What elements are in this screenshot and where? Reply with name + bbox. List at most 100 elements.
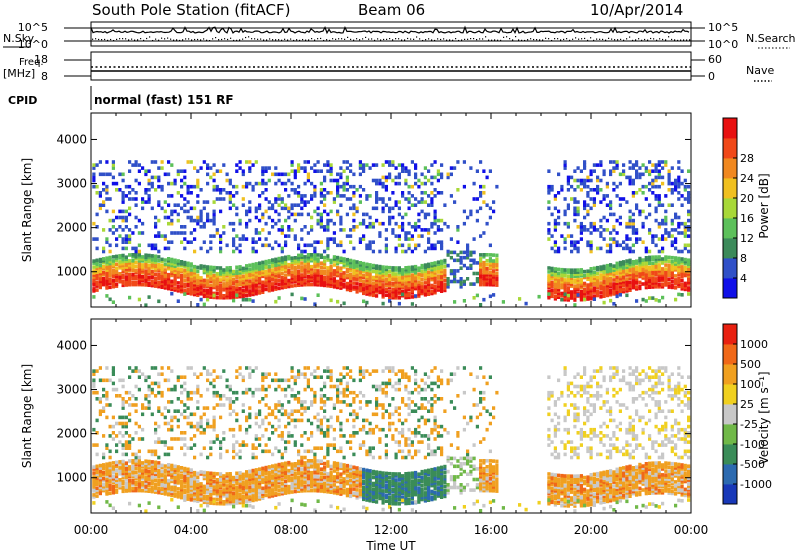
- data-cell: [355, 206, 359, 211]
- data-cell: [293, 265, 297, 270]
- data-cell: [586, 178, 590, 183]
- data-cell: [108, 277, 112, 282]
- data-cell: [323, 261, 327, 266]
- data-cell: [378, 178, 382, 183]
- data-cell: [628, 262, 632, 267]
- nsearch-point: [593, 39, 595, 41]
- data-cell: [381, 184, 385, 189]
- colorbar-swatch: [723, 258, 737, 279]
- data-cell: [180, 489, 184, 494]
- data-cell: [443, 260, 447, 265]
- data-cell: [219, 443, 223, 447]
- data-cell: [492, 279, 496, 283]
- data-cell: [462, 255, 466, 260]
- data-cell: [589, 292, 593, 297]
- data-cell: [605, 283, 609, 288]
- data-cell: [303, 271, 307, 275]
- data-cell: [124, 283, 128, 287]
- data-cell: [641, 268, 645, 272]
- data-cell: [167, 409, 171, 413]
- nsearch-point: [113, 39, 115, 42]
- data-cell: [277, 228, 281, 232]
- data-cell: [479, 303, 483, 307]
- data-cell: [358, 221, 362, 226]
- data-cell: [674, 280, 678, 284]
- data-cell: [563, 268, 567, 272]
- data-cell: [589, 249, 593, 254]
- colorbar-tick-label: 24: [740, 172, 754, 185]
- data-cell: [150, 462, 154, 466]
- data-cell: [625, 267, 629, 271]
- data-cell: [430, 269, 434, 274]
- data-cell: [167, 262, 171, 267]
- data-cell: [687, 262, 691, 266]
- data-cell: [612, 288, 616, 292]
- data-cell: [134, 203, 138, 207]
- data-cell: [589, 286, 593, 291]
- data-cell: [186, 493, 190, 497]
- data-cell: [199, 292, 203, 296]
- data-cell: [300, 275, 304, 279]
- data-cell: [173, 482, 177, 486]
- data-cell: [664, 273, 668, 277]
- data-cell: [596, 246, 600, 251]
- data-cell: [150, 468, 154, 472]
- data-cell: [365, 284, 369, 288]
- data-cell: [154, 246, 158, 251]
- data-cell: [427, 290, 431, 294]
- data-cell: [271, 276, 275, 280]
- data-cell: [102, 409, 106, 413]
- data-cell: [228, 480, 232, 484]
- data-cell: [274, 271, 278, 275]
- data-cell: [92, 378, 96, 383]
- data-cell: [180, 268, 184, 272]
- data-cell: [115, 254, 119, 259]
- data-cell: [657, 275, 661, 279]
- data-cell: [144, 271, 148, 275]
- data-cell: [186, 481, 190, 485]
- data-cell: [326, 276, 330, 280]
- data-cell: [326, 163, 330, 167]
- data-cell: [193, 272, 197, 277]
- data-cell: [401, 286, 405, 290]
- data-cell: [622, 172, 626, 177]
- data-cell: [345, 166, 349, 170]
- data-cell: [547, 188, 551, 192]
- data-cell: [219, 394, 223, 398]
- data-cell: [163, 474, 167, 478]
- data-cell: [154, 160, 158, 164]
- data-cell: [189, 264, 193, 268]
- data-cell: [170, 281, 174, 286]
- data-cell: [274, 197, 278, 201]
- data-cell: [183, 409, 187, 413]
- data-cell: [423, 228, 427, 232]
- data-cell: [687, 272, 691, 276]
- data-cell: [430, 243, 434, 248]
- data-cell: [128, 465, 132, 469]
- data-cell: [105, 188, 109, 192]
- data-cell: [628, 166, 632, 170]
- data-cell: [189, 366, 193, 370]
- data-cell: [144, 477, 148, 481]
- data-cell: [199, 424, 203, 429]
- data-cell: [147, 459, 151, 464]
- data-cell: [479, 253, 483, 257]
- data-cell: [336, 209, 340, 214]
- data-cell: [635, 299, 639, 303]
- data-cell: [644, 184, 648, 189]
- data-cell: [163, 209, 167, 214]
- data-cell: [664, 218, 668, 223]
- data-cell: [410, 269, 414, 273]
- data-cell: [618, 221, 622, 226]
- data-cell: [228, 295, 232, 300]
- data-cell: [193, 372, 197, 376]
- data-cell: [326, 169, 330, 173]
- data-cell: [128, 403, 132, 407]
- data-cell: [625, 283, 629, 287]
- data-cell: [98, 479, 102, 484]
- data-cell: [443, 278, 447, 283]
- data-cell: [472, 250, 476, 255]
- nsearch-point: [242, 38, 244, 40]
- data-cell: [664, 160, 668, 164]
- data-cell: [329, 218, 333, 223]
